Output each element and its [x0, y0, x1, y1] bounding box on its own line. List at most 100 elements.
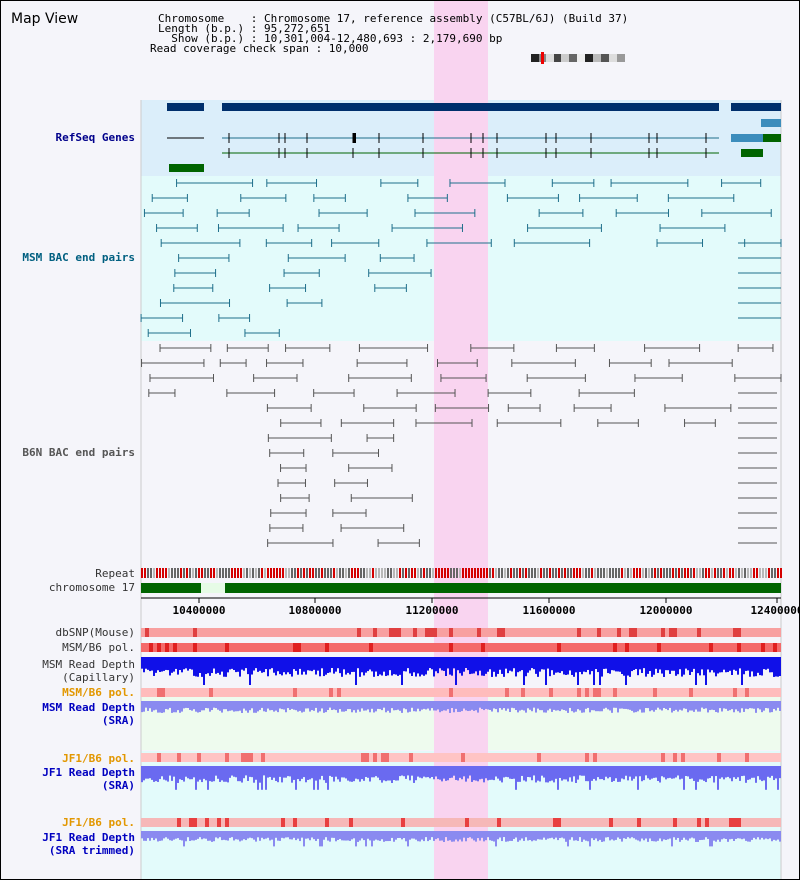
jf1-trimmed-depth-bar [389, 831, 391, 842]
msm-sra-depth-bar [173, 701, 175, 713]
jf1-sra-depth-bar [487, 766, 489, 781]
jf1-sra-depth-bar [231, 766, 233, 776]
jf1-trimmed-depth-bar [451, 831, 453, 842]
msm-pol-cell [517, 643, 521, 652]
jf1-sra-depth-bar [553, 766, 555, 783]
dbsnp-cell [449, 628, 453, 637]
jf1-trimmed-depth-bar [365, 831, 367, 847]
msm-capillary-depth-bar [679, 657, 681, 670]
msm-capillary-depth-bar [609, 657, 611, 674]
repeat-mark [609, 568, 611, 578]
msm-sra-depth-bar [427, 701, 429, 709]
jf1-sra-depth-bar [549, 766, 551, 782]
repeat-mark [228, 568, 230, 578]
jf1-trimmed-depth-bar [153, 831, 155, 841]
jf1-sra-depth-bar [705, 766, 707, 783]
jf1-trimmed-depth-bar [609, 831, 611, 841]
jf1-trimmed-depth-bar [643, 831, 645, 841]
msm-capillary-depth-bar [703, 657, 705, 676]
jf1-pol-cell [369, 818, 373, 827]
jf1-trimmed-depth-bar [483, 831, 485, 842]
jf1-pol-cell [693, 818, 697, 827]
jf1-sra-depth-bar [273, 766, 275, 778]
jf1-pol-cell [185, 753, 189, 762]
jf1-sra-depth-bar [673, 766, 675, 779]
jf1-sra-depth-bar [445, 766, 447, 781]
msm-sra-depth-bar [685, 701, 687, 709]
msm-capillary-depth-bar [303, 657, 305, 672]
msm-pol-cell [269, 688, 273, 697]
jf1-trimmed-depth-bar [721, 831, 723, 840]
ideogram-band [609, 54, 617, 62]
track-label-msm-bac[interactable]: MSM BAC end pairs [22, 251, 135, 264]
jf1-trimmed-depth-bar [197, 831, 199, 839]
jf1-trimmed-depth-bar [551, 831, 553, 838]
repeat-mark [462, 568, 464, 578]
msm-capillary-depth-bar [399, 657, 401, 675]
msm-capillary-depth-bar [477, 657, 479, 676]
jf1-trimmed-depth-bar [505, 831, 507, 842]
msm-sra-depth-bar [289, 701, 291, 710]
track-label-msm-depth-sra-sub: (SRA) [101, 714, 135, 727]
track-label-dbsnp[interactable]: dbSNP(Mouse) [55, 626, 135, 639]
chromosome-segment [225, 583, 781, 593]
ideogram-band [593, 54, 601, 62]
msm-pol-cell [261, 688, 265, 697]
msm-sra-depth-bar [475, 701, 477, 711]
jf1-trimmed-depth-bar [651, 831, 653, 842]
track-label-msm-depth-capillary[interactable]: MSM Read Depth [42, 658, 135, 671]
track-label-repeat[interactable]: Repeat [95, 567, 135, 580]
track-label-jf1-pol-1[interactable]: JF1/B6 pol. [62, 752, 135, 765]
jf1-sra-depth-bar [565, 766, 567, 780]
msm-sra-depth-bar [487, 701, 489, 710]
jf1-trimmed-depth-bar [705, 831, 707, 838]
jf1-sra-depth-bar [557, 766, 559, 790]
jf1-trimmed-depth-bar [437, 831, 439, 839]
dbsnp-cell [337, 628, 341, 637]
track-label-jf1-depth[interactable]: JF1 Read Depth [42, 766, 135, 779]
jf1-trimmed-depth-bar [441, 831, 443, 841]
track-label-msm-depth-sra[interactable]: MSM Read Depth [42, 701, 135, 714]
msm-pol-cell [473, 643, 477, 652]
msm-capillary-depth-bar [595, 657, 597, 670]
jf1-pol-cell [473, 818, 477, 827]
msm-pol-cell [417, 643, 421, 652]
jf1-sra-depth-bar [581, 766, 583, 776]
dbsnp-cell [505, 628, 509, 637]
track-label-jf1-depth-trimmed[interactable]: JF1 Read Depth [42, 831, 135, 844]
msm-capillary-depth-bar [749, 657, 751, 677]
jf1-sra-depth-bar [281, 766, 283, 783]
track-label-msm-pol-2[interactable]: MSM/B6 pol. [62, 686, 135, 699]
jf1-trimmed-depth-bar [633, 831, 635, 839]
msm-sra-depth-bar [701, 701, 703, 708]
dbsnp-cell [313, 628, 317, 637]
jf1-trimmed-depth-bar [395, 831, 397, 840]
track-label-refseq[interactable]: RefSeq Genes [55, 131, 135, 144]
msm-capillary-depth-bar [591, 657, 593, 672]
jf1-pol-cell [565, 753, 569, 762]
track-label-jf1-pol-2[interactable]: JF1/B6 pol. [62, 816, 135, 829]
msm-sra-depth-bar [305, 701, 307, 709]
msm-sra-depth-bar [391, 701, 393, 709]
jf1-pol-cell [453, 818, 457, 827]
dbsnp-cell [249, 628, 253, 637]
jf1-pol-cell [517, 753, 521, 762]
msm-capillary-depth-bar [429, 657, 431, 669]
msm-pol-cell [497, 643, 501, 652]
jf1-sra-depth-bar [643, 766, 645, 781]
jf1-trimmed-depth-bar [221, 831, 223, 841]
jf1-sra-depth-bar [573, 766, 575, 777]
jf1-pol-cell [593, 818, 597, 827]
dbsnp-cell [737, 628, 741, 637]
jf1-pol-cell [625, 818, 629, 827]
track-label-msm-pol-1[interactable]: MSM/B6 pol. [62, 641, 135, 654]
track-label-b6n-bac[interactable]: B6N BAC end pairs [22, 446, 135, 459]
jf1-sra-depth-bar [287, 766, 289, 777]
jf1-pol-cell [501, 753, 505, 762]
msm-sra-depth-bar [435, 701, 437, 711]
jf1-trimmed-depth-bar [401, 831, 403, 840]
msm-sra-depth-bar [191, 701, 193, 711]
msm-sra-depth-bar [599, 701, 601, 712]
msm-sra-depth-bar [423, 701, 425, 709]
jf1-trimmed-depth-bar [371, 831, 373, 847]
